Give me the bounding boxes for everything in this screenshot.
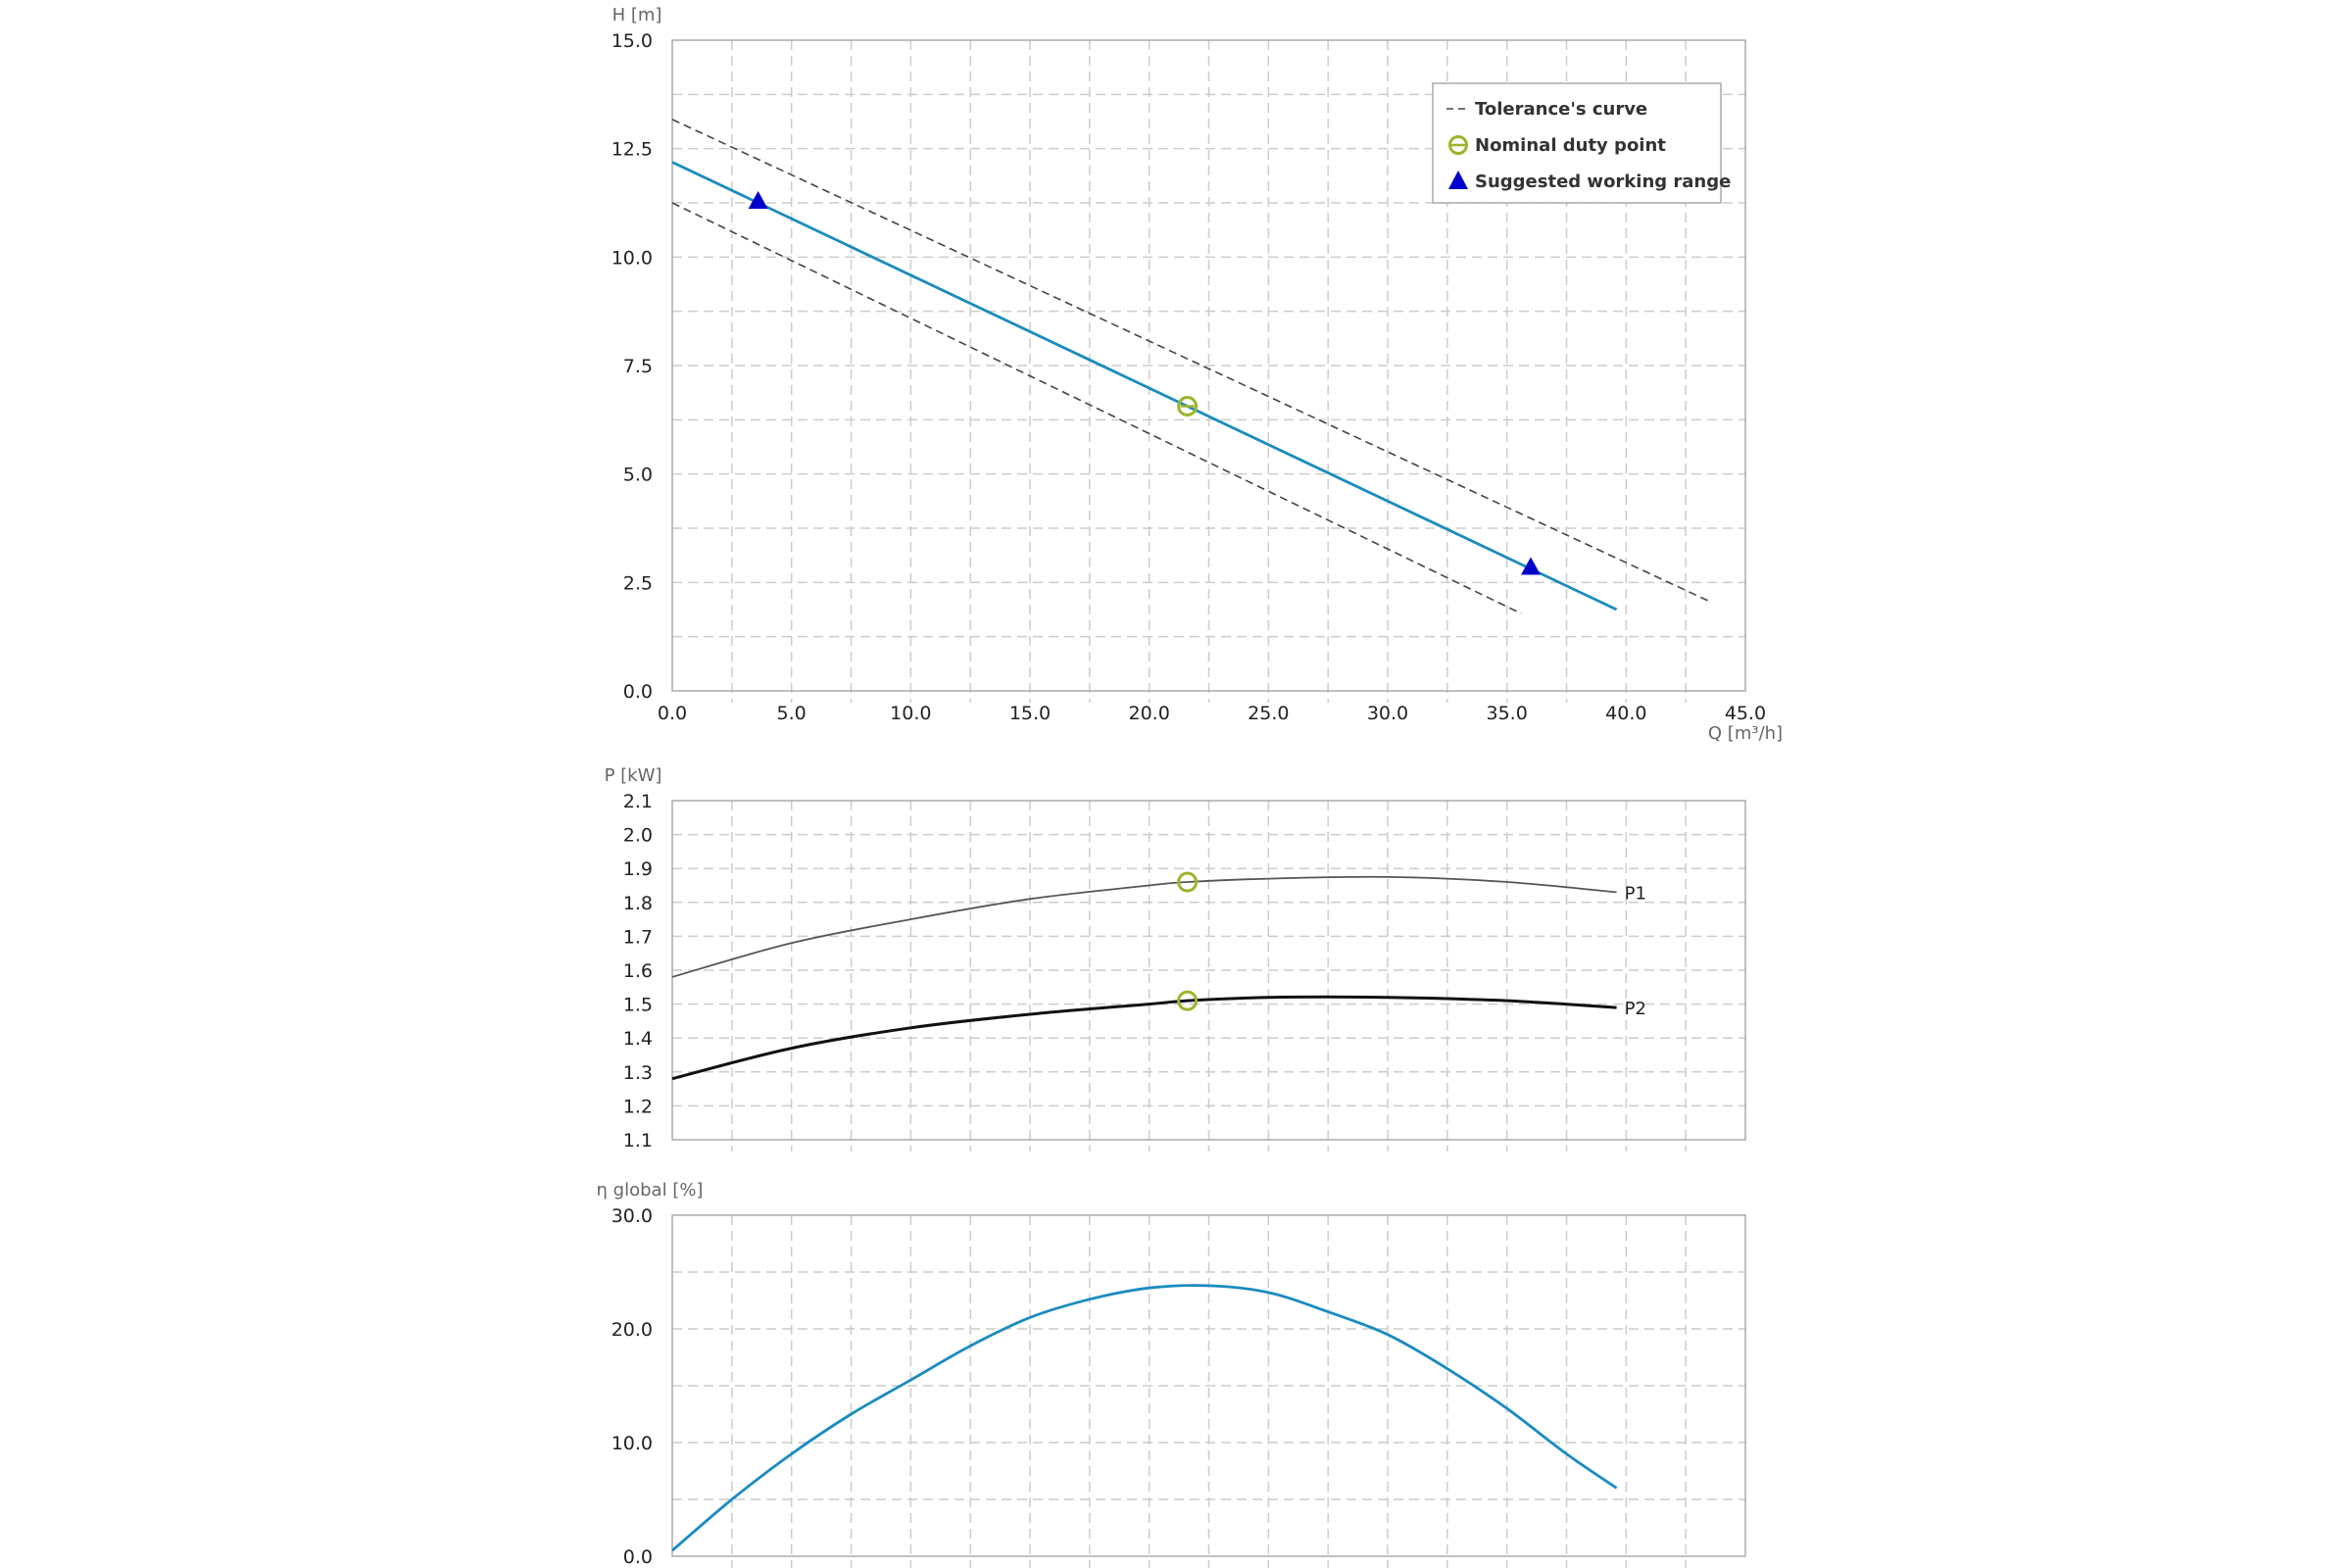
duty-point-marker bbox=[1177, 990, 1199, 1011]
duty-point-marker bbox=[1177, 871, 1199, 893]
power-chart: 1.1 1.2 1.3 1.4 1.5 1.6 1.7 1.8 1.9 2.0 2.1 P [kW] P… bbox=[605, 765, 1746, 1152]
duty-point-marker bbox=[1177, 396, 1199, 416]
y-tick-label: 1.4 bbox=[623, 1028, 653, 1050]
head-chart: 0.0 2.5 5.0 7.5 10.0 12.5 15.0 H [m] 0.0 5.0 10.0 1… bbox=[612, 5, 1783, 744]
legend-box bbox=[1432, 82, 1722, 204]
y-tick-label: 10.0 bbox=[612, 247, 653, 269]
y-tick-label: 1.7 bbox=[623, 926, 653, 948]
plot-frame bbox=[671, 800, 1746, 1141]
y-tick-label: 2.5 bbox=[623, 572, 653, 594]
y-axis-label: η global [%] bbox=[597, 1180, 704, 1200]
y-tick-label: 1.2 bbox=[623, 1096, 653, 1117]
y-tick-label: 1.9 bbox=[623, 858, 653, 880]
x-tick-label: 40.0 bbox=[1605, 703, 1646, 724]
legend-duty-swatch bbox=[1448, 135, 1468, 155]
y-tick-label: 1.3 bbox=[623, 1062, 653, 1084]
y-tick-label: 1.1 bbox=[623, 1130, 653, 1152]
y-tick-label: 20.0 bbox=[612, 1319, 653, 1341]
pump-head-curve bbox=[671, 161, 1618, 612]
x-axis-label: Q [m³/h] bbox=[1708, 723, 1783, 744]
x-tick-label: 25.0 bbox=[1248, 703, 1289, 724]
efficiency-chart: 0.0 10.0 20.0 30.0 η global [%] bbox=[597, 1180, 1746, 1568]
plot-frame bbox=[671, 39, 1746, 692]
power-curve-p1 bbox=[671, 875, 1617, 978]
plot-frame bbox=[671, 1214, 1746, 1557]
y-tick-label: 30.0 bbox=[612, 1205, 653, 1227]
curve-label-p2: P2 bbox=[1625, 999, 1646, 1019]
legend-range-swatch bbox=[1448, 171, 1468, 189]
x-tick-label: 10.0 bbox=[890, 703, 931, 724]
y-tick-label: 0.0 bbox=[623, 681, 653, 703]
working-range-marker bbox=[748, 191, 768, 209]
y-axis-label: H [m] bbox=[612, 5, 662, 25]
efficiency-curve bbox=[671, 1284, 1618, 1552]
legend: Tolerance's curve Nominal duty point Sug… bbox=[1432, 82, 1731, 204]
power-curve-p2 bbox=[671, 995, 1617, 1081]
working-range-marker bbox=[1521, 557, 1541, 575]
curve-label-p1: P1 bbox=[1625, 883, 1646, 904]
legend-range-label: Suggested working range bbox=[1475, 172, 1731, 192]
y-tick-label: 15.0 bbox=[612, 30, 653, 52]
y-tick-label: 5.0 bbox=[623, 465, 653, 486]
y-tick-label: 12.5 bbox=[612, 139, 653, 161]
x-tick-label: 30.0 bbox=[1367, 703, 1408, 724]
y-tick-label: 1.5 bbox=[623, 995, 653, 1016]
tolerance-curve bbox=[671, 202, 1522, 614]
y-tick-label: 7.5 bbox=[623, 356, 653, 377]
x-tick-label: 45.0 bbox=[1725, 703, 1766, 724]
y-tick-label: 1.8 bbox=[623, 893, 653, 914]
x-tick-label: 35.0 bbox=[1487, 703, 1528, 724]
x-tick-label: 20.0 bbox=[1129, 703, 1170, 724]
legend-tolerance-label: Tolerance's curve bbox=[1475, 99, 1647, 120]
y-tick-label: 0.0 bbox=[623, 1546, 653, 1568]
legend-duty-label: Nominal duty point bbox=[1475, 135, 1666, 156]
x-tick-label: 15.0 bbox=[1009, 703, 1051, 724]
y-tick-label: 2.1 bbox=[623, 791, 653, 812]
x-tick-label: 5.0 bbox=[777, 703, 807, 724]
x-tick-label: 0.0 bbox=[658, 703, 687, 724]
y-tick-label: 1.6 bbox=[623, 960, 653, 982]
y-tick-label: 2.0 bbox=[623, 825, 653, 847]
y-axis-label: P [kW] bbox=[605, 765, 662, 786]
y-tick-label: 10.0 bbox=[612, 1433, 653, 1454]
